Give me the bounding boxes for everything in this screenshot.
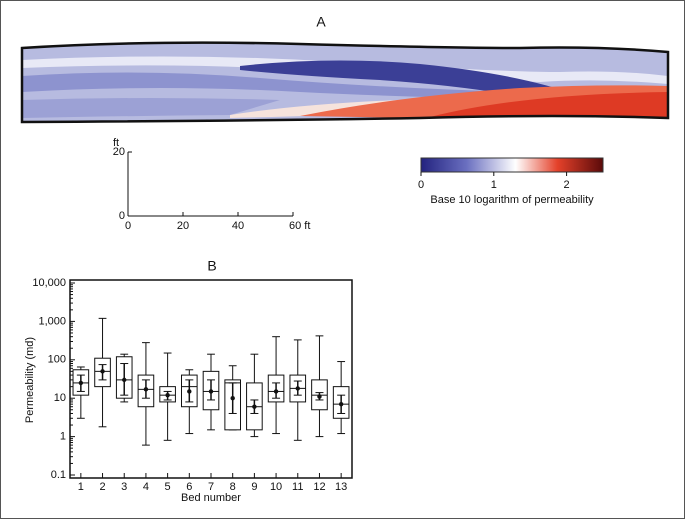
colorbar [420,157,604,173]
y-tick-label: 0.1 [51,469,66,481]
cross-section [20,41,670,124]
colorbar-tick-label: 2 [564,179,570,191]
scale-y-label: ft [113,137,119,149]
scale-x-tick-label: 0 [125,220,131,232]
mean [143,387,149,392]
scale-y-tick-label: 0 [119,210,125,222]
scale-x-tick-label: 20 [177,220,189,232]
x-tick-label: 12 [313,481,325,493]
colorbar-tick-label: 1 [491,179,497,191]
x-tick-label: 11 [292,481,303,493]
mean [165,392,170,398]
scale-x-tick-label: 40 [232,220,244,232]
mean [100,369,105,374]
mean [122,377,127,383]
x-axis-label: Bed number [181,492,241,504]
x-tick-label: 7 [208,481,214,493]
y-tick-label: 1 [60,431,66,443]
x-tick-label: 10 [270,481,282,493]
y-tick-label: 10,000 [32,277,66,289]
mean [317,394,322,399]
x-tick-label: 1 [78,481,84,493]
x-tick-label: 5 [165,481,171,493]
mean [273,389,279,394]
x-tick-label: 2 [99,481,105,493]
scale-x-tick-label: 60 ft [289,220,310,232]
y-tick-label: 1,000 [38,315,66,327]
mean [208,389,214,394]
y-tick-label: 100 [48,354,66,366]
mean [338,401,344,407]
x-tick-label: 8 [230,481,236,493]
colorbar-label: Base 10 logarithm of permeability [430,194,594,206]
mean [230,396,235,401]
y-axis-label: Permeability (md) [24,337,36,423]
x-tick-label: 9 [251,481,257,493]
mean [78,380,84,386]
scale-y-tick-label: 20 [113,146,125,158]
y-tick-label: 10 [54,392,66,404]
mean [252,404,257,409]
panel-a-title: A [316,14,326,30]
x-tick-label: 13 [335,481,347,493]
x-tick-label: 4 [143,481,149,493]
x-tick-label: 6 [186,481,192,493]
colorbar-tick-label: 0 [418,179,424,191]
chart-title: B [207,258,216,274]
x-tick-label: 3 [121,481,127,493]
mean [295,386,300,391]
mean [187,389,192,394]
